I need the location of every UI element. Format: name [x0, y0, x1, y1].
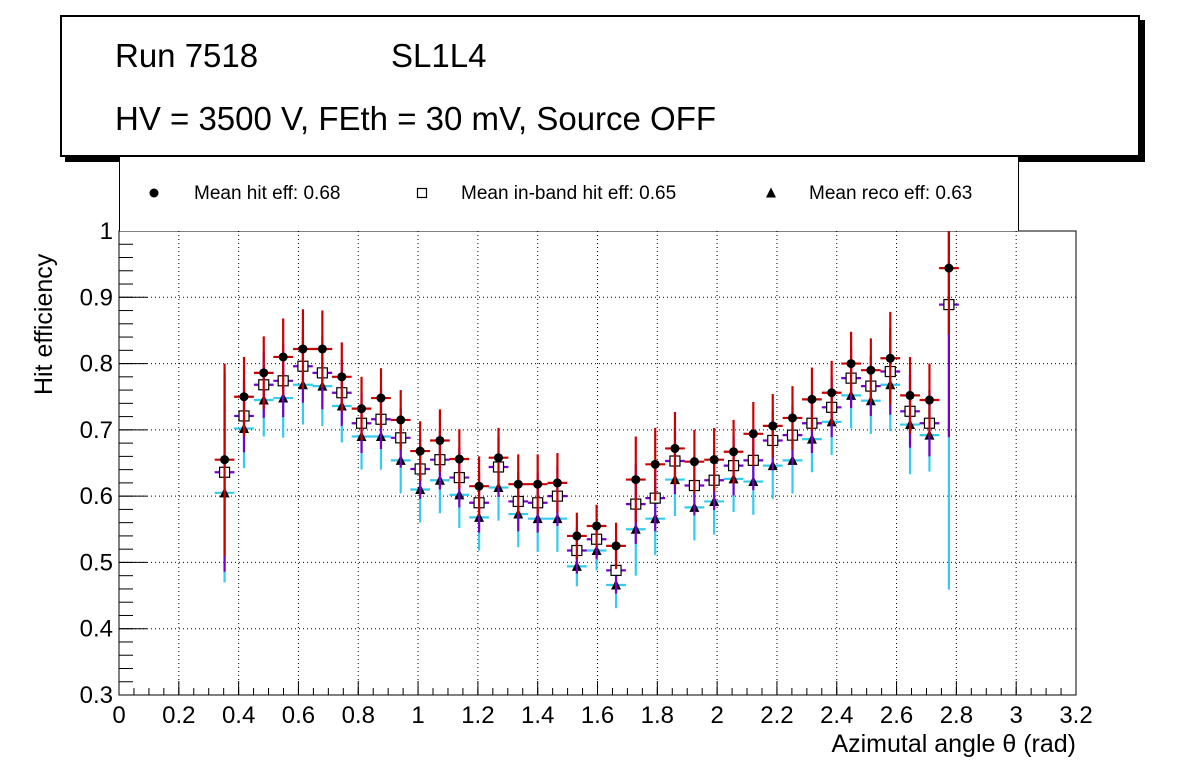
- x-tick-label: 3: [1010, 702, 1023, 729]
- x-tick-label: 2.8: [940, 702, 973, 729]
- legend-marker-hit: [149, 188, 159, 198]
- legend: Mean hit eff: 0.68 Mean in-band hit eff:…: [119, 157, 1019, 231]
- hit-eff-point: [376, 393, 386, 403]
- y-tick-label: 0.7: [80, 417, 113, 444]
- x-tick-label: 1.2: [461, 702, 494, 729]
- hit-eff-point: [259, 368, 269, 378]
- hit-eff-point: [298, 344, 308, 354]
- hit-eff-point: [592, 521, 602, 531]
- hit-eff-point: [748, 429, 758, 439]
- hit-eff-point: [689, 457, 699, 467]
- hit-eff-point: [454, 454, 464, 464]
- y-tick-label: 0.3: [80, 682, 113, 709]
- hit-eff-point: [631, 475, 641, 485]
- layer-label: SL1L4: [391, 37, 487, 74]
- hit-eff-point: [611, 541, 621, 551]
- x-tick-label: 0.8: [342, 702, 375, 729]
- hit-eff-point: [650, 459, 660, 469]
- hit-eff-point: [905, 390, 915, 400]
- x-tick-label: 2.2: [760, 702, 793, 729]
- legend-marker-inband: [416, 187, 428, 199]
- hit-eff-point: [415, 446, 425, 456]
- x-tick-label: 1.4: [521, 702, 554, 729]
- hit-eff-point: [337, 372, 347, 382]
- x-tick-label: 0.2: [162, 702, 195, 729]
- x-tick-label: 2: [710, 702, 723, 729]
- x-axis-title: Azimutal angle θ (rad): [831, 730, 1076, 758]
- conditions-label: HV = 3500 V, FEth = 30 mV, Source OFF: [115, 100, 717, 137]
- run-label: Run 7518: [115, 37, 259, 74]
- hit-eff-point: [435, 435, 445, 445]
- legend-label-hit: Mean hit eff: 0.68: [194, 183, 341, 204]
- title-line-1: Run 7518 SL1L4: [115, 37, 486, 75]
- y-tick-label: 1: [100, 218, 113, 245]
- grid-lines: [119, 231, 1076, 695]
- x-tick-label: 2.6: [880, 702, 913, 729]
- y-tick-label: 0.6: [80, 483, 113, 510]
- legend-label-inband: Mean in-band hit eff: 0.65: [461, 183, 677, 204]
- hit-eff-point: [494, 453, 504, 463]
- hit-eff-point: [807, 394, 817, 404]
- hit-eff-point: [670, 443, 680, 453]
- x-tick-label: 0.4: [222, 702, 255, 729]
- x-tick-label: 0.6: [282, 702, 315, 729]
- hit-eff-point: [533, 479, 543, 489]
- legend-label-reco: Mean reco eff: 0.63: [809, 183, 973, 204]
- x-tick-label: 1.6: [581, 702, 614, 729]
- x-tick-label: 2.4: [820, 702, 853, 729]
- x-tick-label: 3.2: [1059, 702, 1092, 729]
- y-tick-label: 0.4: [80, 616, 113, 643]
- hit-eff-point: [278, 352, 288, 362]
- hit-eff-point: [709, 455, 719, 465]
- y-tick-label: 0.8: [80, 351, 113, 378]
- y-axis-title: Hit efficiency: [30, 253, 58, 395]
- hit-eff-point: [552, 478, 562, 488]
- hit-eff-point: [866, 365, 876, 375]
- hit-eff-point: [239, 392, 249, 402]
- hit-eff-point: [846, 359, 856, 369]
- x-tick-label: 1.8: [641, 702, 674, 729]
- hit-eff-point: [885, 353, 895, 363]
- hit-eff-point: [396, 415, 406, 425]
- hit-eff-point: [317, 344, 327, 354]
- hit-eff-point: [827, 388, 837, 398]
- y-tick-label: 0.5: [80, 549, 113, 576]
- hit-eff-point: [357, 404, 367, 414]
- hit-eff-point: [572, 531, 582, 541]
- hit-eff-point: [924, 395, 934, 405]
- hit-eff-point: [944, 263, 954, 273]
- y-tick-label: 0.9: [80, 284, 113, 311]
- x-tick-label: 0: [112, 702, 125, 729]
- x-tick-label: 1: [411, 702, 424, 729]
- hit-eff-point: [220, 455, 230, 465]
- series-hit: [214, 231, 959, 570]
- series-inband: [214, 231, 959, 594]
- hit-eff-point: [474, 481, 484, 491]
- data-points: [214, 231, 959, 609]
- hit-eff-point: [513, 479, 523, 489]
- title-panel: Run 7518 SL1L4 HV = 3500 V, FEth = 30 mV,…: [60, 15, 1140, 157]
- hit-eff-point: [729, 447, 739, 457]
- hit-eff-point: [768, 421, 778, 431]
- hit-eff-point: [787, 413, 797, 423]
- legend-marker-reco: [766, 187, 776, 198]
- axis-ticks: 0 0.2 0.4 0.6 0.8 1 1.2 1.4 1.6 1.8 2 2.2 2.4 2.6 2.8 3…: [80, 218, 1093, 729]
